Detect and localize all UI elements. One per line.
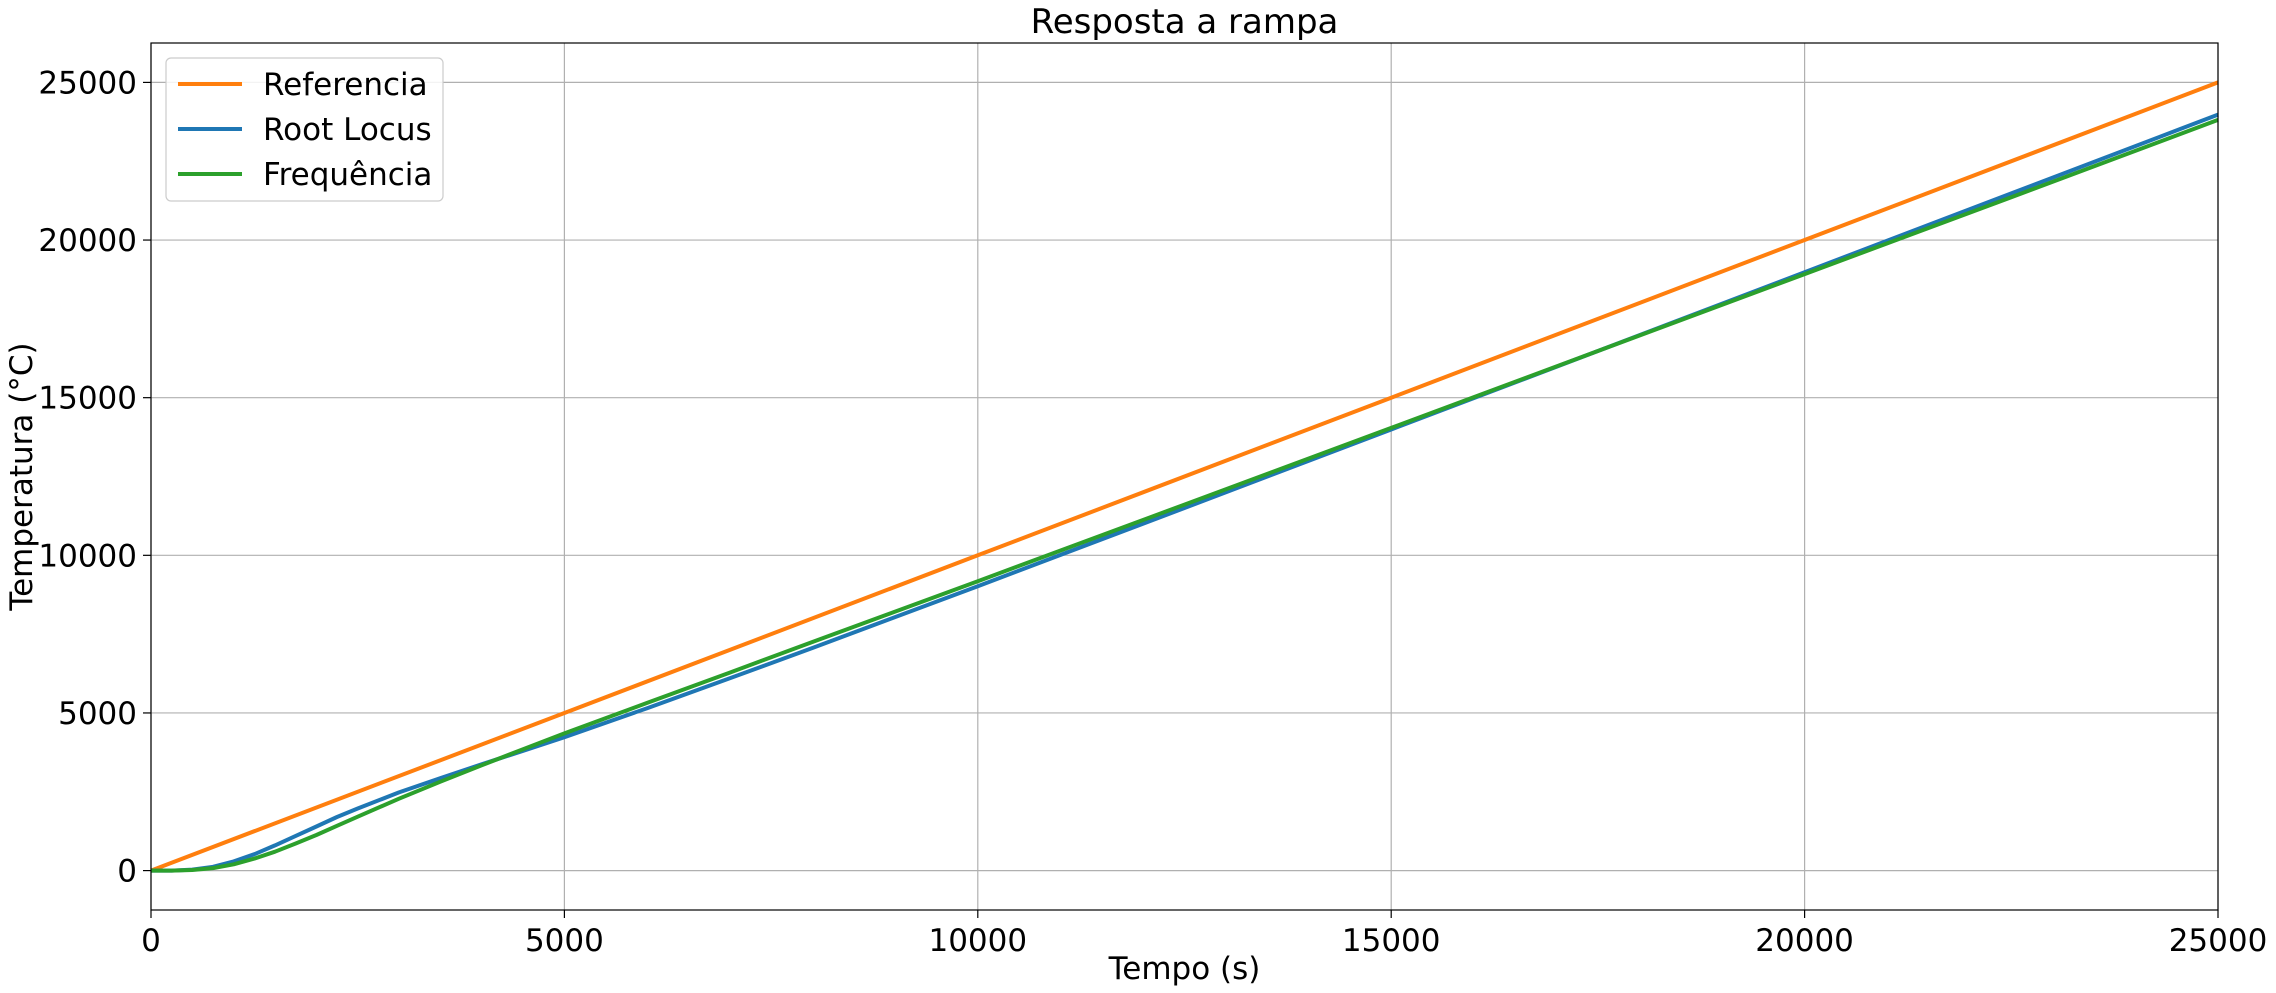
y-tick-label: 25000 (38, 65, 137, 101)
x-tick-label: 20000 (1755, 923, 1854, 959)
y-tick-label: 10000 (38, 538, 137, 574)
y-tick-label: 5000 (58, 696, 137, 732)
series-line-2 (151, 118, 2219, 873)
y-tick-label: 15000 (38, 381, 137, 417)
y-tick-label: 0 (117, 854, 137, 890)
chart-title: Resposta a rampa (1031, 2, 1339, 42)
legend-box (165, 57, 444, 202)
y-tick-label: 20000 (38, 223, 137, 259)
x-tick-label: 25000 (2169, 923, 2268, 959)
x-axis-label: Tempo (s) (1108, 951, 1261, 987)
legend-label: Frequência (263, 157, 432, 193)
series-line-0 (150, 80, 2219, 873)
series-lines (150, 80, 2219, 873)
x-tick-label: 10000 (928, 923, 1027, 959)
legend-label: Root Locus (263, 112, 432, 148)
legend-label: Referencia (263, 67, 428, 103)
grid (150, 43, 2219, 910)
y-axis-label: Temperatura (°C) (4, 342, 40, 611)
x-tick-label: 0 (141, 923, 161, 959)
x-tick-label: 5000 (525, 923, 604, 959)
x-tick-label: 15000 (1342, 923, 1441, 959)
plot-frame (150, 42, 2219, 911)
axis-ticks: 0 5000 10000 15000 20000 25000 0 5000 10000 15000… (38, 65, 2267, 959)
legend: Referencia Root Locus Frequência (165, 57, 444, 202)
